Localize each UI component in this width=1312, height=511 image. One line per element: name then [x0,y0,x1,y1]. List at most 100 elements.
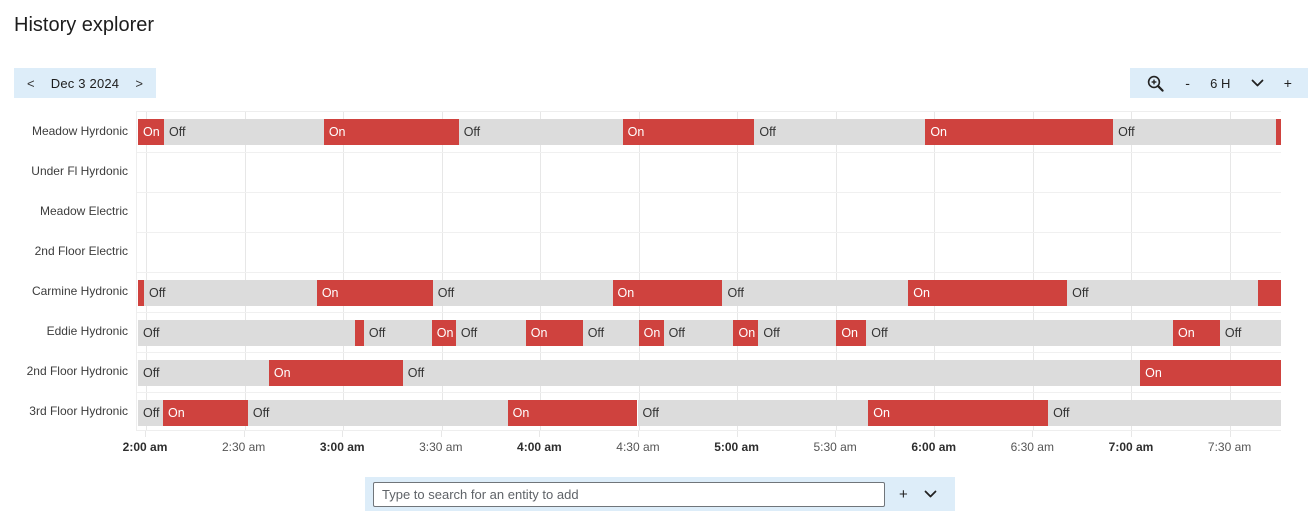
timeline-segment-off[interactable]: Off [163,119,324,145]
segment-state-label: Off [437,286,455,300]
axis-label: 5:00 am [714,440,759,454]
segment-state-label: Off [143,366,160,380]
timeline-segment-on[interactable] [354,320,364,346]
gridline [638,112,640,430]
timeline-segment-on[interactable]: On [638,320,664,346]
timeline-segment-off[interactable]: Off [582,320,639,346]
timeline-row [137,192,1281,232]
next-day-button[interactable]: > [135,75,143,91]
row-label: 3rd Floor Hydronic [29,404,128,418]
gridline [1032,112,1034,430]
segment-state-label: Off [727,286,744,300]
gridline [441,112,443,430]
axis-tick [933,431,935,437]
segment-state-label: Off [642,406,659,420]
timeline-segment-on[interactable] [1275,119,1281,145]
timeline-segment-off[interactable]: Off [866,320,1173,346]
timeline-segment-on[interactable]: On [733,320,759,346]
timeline-segment-off[interactable]: Off [722,280,909,306]
row-label: Eddie Hydronic [46,324,128,338]
gridline [244,112,246,430]
timeline-segment-off[interactable]: Off [1048,400,1281,426]
timeline-segment-off[interactable]: Off [402,360,1141,386]
timeline-segment-on[interactable]: On [1173,320,1220,346]
timeline-segment-off[interactable]: Off [1113,119,1277,145]
timeline-segment-off[interactable]: Off [138,320,355,346]
segment-state-label: On [627,125,645,139]
timeline-row: Off Off On Off On Off On Off On Off On Off On Off [137,312,1281,352]
segment-state-label: Off [143,326,160,340]
timeline-segment-on[interactable]: On [431,320,456,346]
segment-state-label: On [930,125,948,139]
segment-state-label: On [738,326,756,340]
timeline-segment-on[interactable]: On [612,280,723,306]
gridline [934,112,936,430]
segment-state-label: Off [460,326,478,340]
timeline-segment-off[interactable]: Off [1219,320,1281,346]
axis-label: 3:30 am [419,440,463,454]
timeline-segment-on[interactable]: On [268,360,403,386]
row-label: Meadow Electric [39,204,128,218]
search-chevron-down-icon[interactable] [924,490,937,498]
zoom-in-button[interactable]: + [1283,75,1292,91]
timeline-row: Off On Off On Off On Off [137,272,1281,312]
axis-label: 3:00 am [319,440,365,454]
zoom-out-button[interactable]: - [1185,75,1190,91]
timeline-segment-on[interactable]: On [316,280,433,306]
date-navigator: < Dec 3 2024 > [14,68,156,98]
magnifier-zoom-icon[interactable] [1146,74,1165,93]
timeline-segment-off[interactable]: Off [663,320,734,346]
timeline-segment-off[interactable]: Off [138,400,163,426]
timeline-row: Off On Off On [137,352,1281,392]
timeline-segment-off[interactable]: Off [455,320,526,346]
add-entity-button[interactable]: + [899,485,908,503]
timeline-segment-on[interactable]: On [836,320,867,346]
timeline-segment-off[interactable]: Off [1067,280,1258,306]
entity-search-input[interactable] [373,481,885,507]
timeline-segment-on[interactable]: On [138,119,164,145]
timeline-segment-off[interactable]: Off [143,280,317,306]
timeline-segment-on[interactable]: On [507,400,638,426]
segment-state-label: Off [587,326,605,340]
segment-state-label: Off [1053,406,1070,420]
timeline-chart: On Off On Off On Off On Off Off On Off On Off On Off Of… [136,111,1281,431]
segment-state-label: On [143,125,160,139]
timeline-segment-on[interactable]: On [323,119,459,145]
timeline-segment-off[interactable]: Off [458,119,623,145]
timeline-rows: On Off On Off On Off On Off Off On Off On Off On Off Of… [137,112,1281,430]
segment-state-label: Off [1072,286,1089,300]
time-range-value[interactable]: 6 H [1210,75,1231,91]
timeline-segment-off[interactable]: Off [138,360,269,386]
gridlines [137,112,1281,430]
segment-state-label: On [913,286,930,300]
timeline-segment-on[interactable]: On [908,280,1068,306]
timeline-segment-off[interactable]: Off [247,400,508,426]
prev-day-button[interactable]: < [27,75,35,91]
gridline [146,112,148,430]
timeline-segment-on[interactable] [1258,280,1281,306]
timeline-row: Off On Off On Off On Off [137,392,1281,432]
segment-state-label: Off [368,326,386,340]
gridline [1229,112,1231,430]
axis-tick [637,431,639,437]
segment-state-label: On [1178,326,1195,340]
timeline-row: On Off On Off On Off On Off [137,112,1281,152]
current-date[interactable]: Dec 3 2024 [50,75,120,91]
timeline-segment-on[interactable]: On [622,119,755,145]
timeline-segment-on[interactable]: On [1140,360,1281,386]
axis-label: 2:00 am [122,440,168,454]
timeline-segment-off[interactable]: Off [637,400,869,426]
timeline-segment-on[interactable]: On [868,400,1049,426]
timeline-segment-off[interactable]: Off [754,119,926,145]
timeline-segment-off[interactable]: Off [758,320,837,346]
timeline-segment-off[interactable]: Off [432,280,613,306]
chevron-down-icon[interactable] [1251,79,1264,87]
timeline-segment-on[interactable] [138,280,144,306]
segment-state-label: On [273,366,291,380]
timeline-segment-on[interactable]: On [925,119,1114,145]
segment-state-label: On [841,326,858,340]
timeline-segment-on[interactable]: On [162,400,248,426]
timeline-segment-off[interactable]: Off [363,320,432,346]
timeline-segment-on[interactable]: On [525,320,583,346]
axis-label: 6:30 am [1010,440,1054,454]
